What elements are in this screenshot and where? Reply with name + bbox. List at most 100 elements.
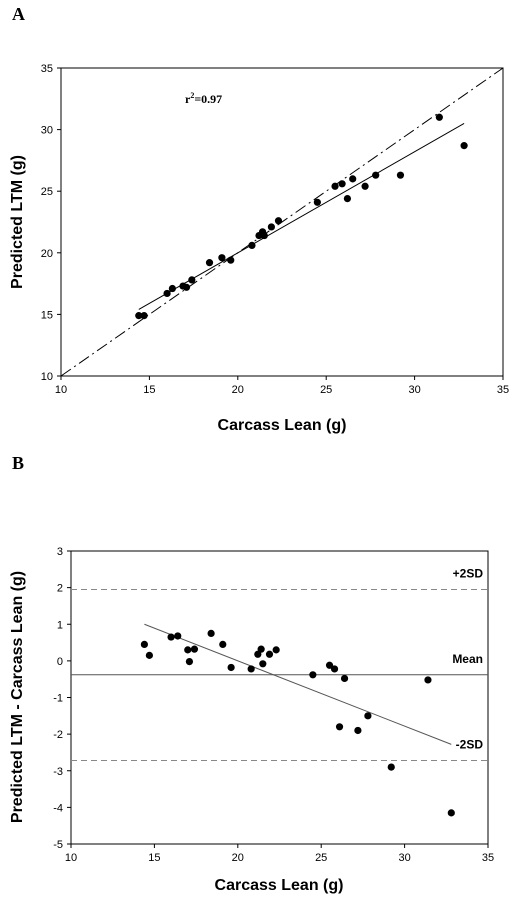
panel-a-data-point bbox=[135, 312, 143, 320]
panel-a-data-point bbox=[163, 289, 171, 298]
panel-b-data-point bbox=[167, 633, 175, 641]
panel-a-data-point bbox=[361, 182, 369, 190]
panel-b-data-point bbox=[247, 665, 255, 673]
panel-b-y-tick-label: 1 bbox=[57, 619, 63, 631]
panel-b-y-tick-label: -3 bbox=[53, 766, 63, 778]
panel-b-data-point bbox=[185, 658, 194, 666]
panel-a-data-point bbox=[343, 194, 352, 203]
panel-b-points bbox=[140, 629, 455, 817]
panel-a-data-point bbox=[349, 175, 357, 183]
panel-a-data-point bbox=[227, 256, 235, 264]
panel-b: B 10 15 20 25 30 35 -5 -4 -3 -2 -1 0 1 2 3 +2SD Mean -2… bbox=[9, 453, 494, 894]
panel-a-data-point bbox=[267, 223, 275, 231]
panel-b-plot-area bbox=[70, 550, 489, 845]
panel-a-regression-line bbox=[138, 123, 465, 310]
panel-a-data-point bbox=[338, 180, 346, 188]
panel-a-x-axis-title: Carcass Lean (g) bbox=[218, 417, 347, 434]
panel-a-data-point bbox=[313, 198, 321, 206]
panel-b-data-point bbox=[219, 640, 227, 648]
panel-a-y-tick-label: 10 bbox=[41, 371, 53, 383]
panel-a-data-point bbox=[248, 241, 256, 250]
panel-b-data-point bbox=[227, 663, 235, 672]
panel-a-data-point bbox=[260, 231, 268, 240]
panel-a: A 10 15 20 25 30 35 10 15 20 25 30 35 r2=0.97 Carc… bbox=[9, 4, 509, 434]
panel-a-x-tick-label: 15 bbox=[143, 384, 155, 396]
panel-b-data-point bbox=[354, 726, 362, 735]
panel-b-regression-line bbox=[144, 623, 452, 745]
panel-b-y-tick-label: -1 bbox=[53, 693, 63, 705]
panel-b-data-point bbox=[335, 723, 344, 731]
panel-b-data-point bbox=[447, 809, 455, 817]
panel-b-data-point bbox=[309, 671, 317, 679]
panel-a-data-point bbox=[460, 142, 468, 150]
panel-a-data-point bbox=[435, 113, 443, 121]
panel-a-y-ticks: 10 15 20 25 30 35 bbox=[41, 63, 61, 383]
panel-b-data-point bbox=[140, 640, 148, 648]
panel-a-data-point bbox=[218, 254, 226, 262]
panel-b-y-tick-label: 0 bbox=[57, 656, 63, 668]
panel-b-x-tick-label: 25 bbox=[315, 852, 327, 864]
panel-b-label: B bbox=[12, 453, 24, 473]
panel-b-y-ticks: -5 -4 -3 -2 -1 0 1 2 3 bbox=[53, 546, 71, 851]
panel-b-x-tick-label: 30 bbox=[398, 852, 410, 864]
panel-b-y-tick-label: -2 bbox=[53, 729, 63, 741]
panel-a-data-point bbox=[396, 171, 405, 179]
panel-b-data-point bbox=[257, 645, 265, 653]
panel-a-x-ticks: 10 15 20 25 30 35 bbox=[55, 376, 509, 396]
panel-a-data-point bbox=[274, 217, 283, 225]
panel-a-x-tick-label: 30 bbox=[408, 384, 420, 396]
panel-b-data-point bbox=[190, 645, 199, 653]
panel-a-x-tick-label: 10 bbox=[55, 384, 67, 396]
panel-b-reference-label: +2SD bbox=[453, 566, 484, 580]
panel-b-y-axis-title: Predicted LTM - Carcass Lean (g) bbox=[9, 571, 26, 823]
panel-b-y-tick-label: -5 bbox=[53, 839, 63, 851]
panel-a-plot-area bbox=[60, 67, 504, 377]
panel-a-points bbox=[135, 113, 468, 320]
panel-a-identity-line bbox=[60, 67, 504, 377]
panel-b-x-tick-label: 20 bbox=[232, 852, 244, 864]
panel-b-x-tick-label: 15 bbox=[148, 852, 160, 864]
panel-b-reference-label: Mean bbox=[452, 652, 483, 666]
panel-b-lines bbox=[71, 588, 488, 761]
panel-b-data-point bbox=[387, 763, 395, 771]
panel-a-y-tick-label: 35 bbox=[41, 63, 53, 75]
panel-b-data-point bbox=[364, 712, 372, 720]
panel-b-data-point bbox=[145, 651, 153, 659]
panel-a-x-tick-label: 35 bbox=[497, 384, 509, 396]
panel-a-lines bbox=[60, 67, 504, 377]
panel-b-data-point bbox=[330, 665, 339, 673]
panel-b-reference-labels: +2SD Mean -2SD bbox=[452, 566, 483, 751]
panel-b-x-tick-label: 35 bbox=[482, 852, 494, 864]
panel-b-data-point bbox=[184, 646, 192, 654]
panel-a-y-tick-label: 30 bbox=[41, 125, 53, 137]
panel-a-label: A bbox=[12, 4, 25, 24]
panel-b-data-point bbox=[259, 660, 267, 668]
panel-b-y-tick-label: 2 bbox=[57, 583, 63, 595]
panel-a-y-axis-title: Predicted LTM (g) bbox=[9, 155, 26, 289]
panel-a-data-point bbox=[168, 284, 176, 293]
panel-a-r2-annotation: r2=0.97 bbox=[185, 91, 222, 106]
panel-b-data-point bbox=[254, 650, 262, 658]
panel-b-x-tick-label: 10 bbox=[65, 852, 77, 864]
panel-a-y-tick-label: 15 bbox=[41, 309, 53, 321]
panel-a-data-point bbox=[205, 259, 214, 267]
panel-a-data-point bbox=[188, 276, 196, 284]
panel-b-x-ticks: 10 15 20 25 30 35 bbox=[65, 844, 494, 864]
panel-a-y-tick-label: 20 bbox=[41, 248, 53, 260]
panel-a-x-tick-label: 25 bbox=[320, 384, 332, 396]
panel-b-y-tick-label: -4 bbox=[53, 802, 63, 814]
panel-b-data-point bbox=[174, 632, 182, 640]
panel-b-x-axis-title: Carcass Lean (g) bbox=[215, 877, 344, 894]
panel-b-data-point bbox=[272, 646, 280, 654]
panel-a-data-point bbox=[182, 283, 191, 291]
panel-b-data-point bbox=[207, 629, 215, 638]
panel-b-reference-label: -2SD bbox=[456, 737, 484, 751]
panel-a-data-point bbox=[331, 182, 339, 190]
panel-b-data-point bbox=[424, 676, 432, 684]
panel-a-x-tick-label: 20 bbox=[232, 384, 244, 396]
panel-a-data-point bbox=[372, 171, 380, 179]
panel-b-data-point bbox=[340, 674, 349, 683]
panel-a-y-tick-label: 25 bbox=[41, 186, 53, 198]
panel-b-data-point bbox=[325, 661, 334, 669]
